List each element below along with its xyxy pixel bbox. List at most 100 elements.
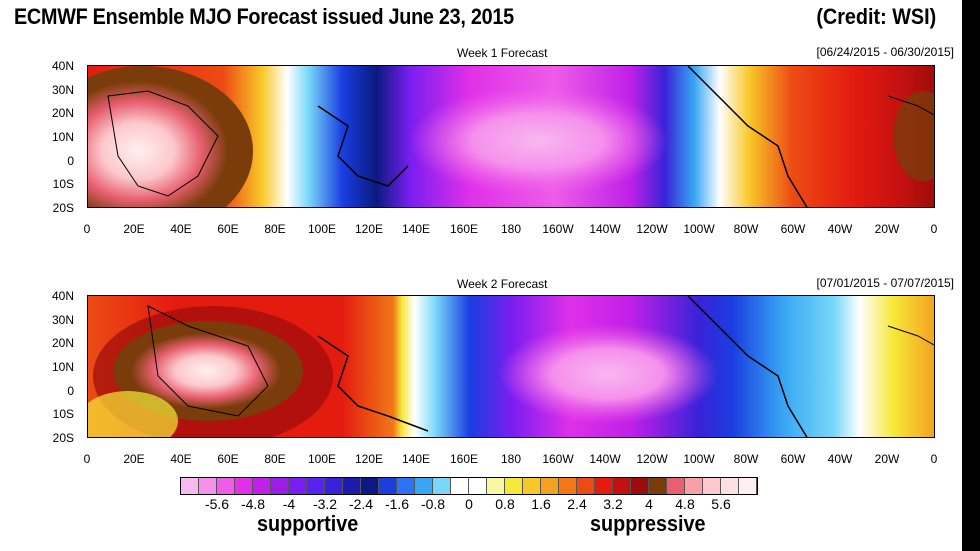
page-title: ECMWF Ensemble MJO Forecast issued June … (14, 4, 514, 29)
lon-label: 80W (733, 452, 759, 466)
lon-label: 120W (636, 452, 668, 466)
colorbar-cell (307, 478, 325, 494)
colorbar-cell (577, 478, 595, 494)
lon-label: 20E (123, 222, 145, 236)
colorbar-label: 3.2 (603, 496, 623, 512)
week2-title: Week 2 Forecast (457, 277, 548, 291)
lat-label: 20N (51, 106, 74, 120)
colorbar-cell (199, 478, 217, 494)
colorbar-cell (541, 478, 559, 494)
colorbar-label: -5.6 (204, 496, 230, 512)
colorbar-label: -4.8 (240, 496, 266, 512)
week1-title: Week 1 Forecast (457, 46, 548, 60)
colorbar-label: 4.8 (675, 496, 695, 512)
colorbar-cell (613, 478, 631, 494)
week2-date-range: [07/01/2015 - 07/07/2015] (816, 276, 954, 290)
lon-label: 160W (542, 222, 574, 236)
colorbar-cell (289, 478, 307, 494)
lon-label: 180 (500, 222, 522, 236)
lon-label: 160E (449, 222, 479, 236)
colorbar-cell (685, 478, 703, 494)
colorbar-cell (739, 478, 757, 494)
colorbar-cell (721, 478, 739, 494)
colorbar-cell (433, 478, 451, 494)
lon-label: 160W (542, 452, 574, 466)
colorbar-label: -2.4 (348, 496, 374, 512)
colorbar-label: -1.6 (384, 496, 410, 512)
colorbar-cell (523, 478, 541, 494)
colorbar-label: -4 (282, 496, 296, 512)
colorbar-label: 0 (465, 496, 473, 512)
lat-label: 0 (67, 384, 74, 398)
lat-label: 10S (52, 407, 74, 421)
lat-label: 20N (51, 336, 74, 350)
lon-label: 100W (683, 452, 715, 466)
lon-label: 40E (170, 222, 192, 236)
colorbar (180, 477, 758, 495)
week2-map (87, 295, 935, 438)
lon-label: 20E (123, 452, 145, 466)
colorbar-cell (181, 478, 199, 494)
lon-label: 40W (827, 222, 853, 236)
lon-label: 140E (401, 452, 431, 466)
colorbar-cell (469, 478, 487, 494)
colorbar-label: 1.6 (531, 496, 551, 512)
colorbar-cell (595, 478, 613, 494)
colorbar-cell (235, 478, 253, 494)
lat-label: 10N (51, 130, 74, 144)
colorbar-cell (325, 478, 343, 494)
lon-label: 100E (307, 222, 337, 236)
lon-label: 40W (827, 452, 853, 466)
lon-label: 120E (354, 222, 384, 236)
lon-label: 80W (733, 222, 759, 236)
lat-label: 20S (52, 431, 74, 445)
colorbar-cell (361, 478, 379, 494)
colorbar-label: -3.2 (312, 496, 338, 512)
lon-label: 0 (83, 452, 91, 466)
lon-label: 140E (401, 222, 431, 236)
lat-label: 10S (52, 177, 74, 191)
colorbar-cell (253, 478, 271, 494)
colorbar-cell (703, 478, 721, 494)
lon-label: 60E (217, 222, 239, 236)
lon-label: 60W (780, 452, 806, 466)
lon-label: 180 (500, 452, 522, 466)
colorbar-cell (379, 478, 397, 494)
colorbar-label: 4 (645, 496, 653, 512)
lat-label: 10N (51, 360, 74, 374)
colorbar-cell (487, 478, 505, 494)
lon-label: 140W (589, 222, 621, 236)
colorbar-cell (271, 478, 289, 494)
supportive-label: supportive (257, 511, 359, 536)
colorbar-cell (631, 478, 649, 494)
lon-label: 120W (636, 222, 668, 236)
lat-label: 0 (67, 154, 74, 168)
lon-label: 0 (930, 452, 938, 466)
lon-label: 60W (780, 222, 806, 236)
colorbar-label: 0.8 (495, 496, 515, 512)
colorbar-cell (415, 478, 433, 494)
colorbar-cell (217, 478, 235, 494)
lon-label: 80E (264, 222, 286, 236)
credit-label: (Credit: WSI) (816, 4, 936, 29)
week1-map (87, 65, 935, 208)
lon-label: 20W (874, 452, 900, 466)
lon-label: 120E (354, 452, 384, 466)
lon-label: 20W (874, 222, 900, 236)
lon-label: 100W (683, 222, 715, 236)
week1-date-range: [06/24/2015 - 06/30/2015] (816, 45, 954, 59)
colorbar-cell (649, 478, 667, 494)
lat-label: 40N (51, 289, 74, 303)
colorbar-cell (559, 478, 577, 494)
colorbar-cell (451, 478, 469, 494)
lon-label: 0 (930, 222, 938, 236)
colorbar-label: 5.6 (711, 496, 731, 512)
suppressive-label: suppressive (590, 511, 706, 536)
lon-label: 140W (589, 452, 621, 466)
lon-label: 100E (307, 452, 337, 466)
lat-label: 20S (52, 201, 74, 215)
lat-label: 30N (51, 313, 74, 327)
lon-label: 60E (217, 452, 239, 466)
colorbar-cell (667, 478, 685, 494)
colorbar-cell (343, 478, 361, 494)
